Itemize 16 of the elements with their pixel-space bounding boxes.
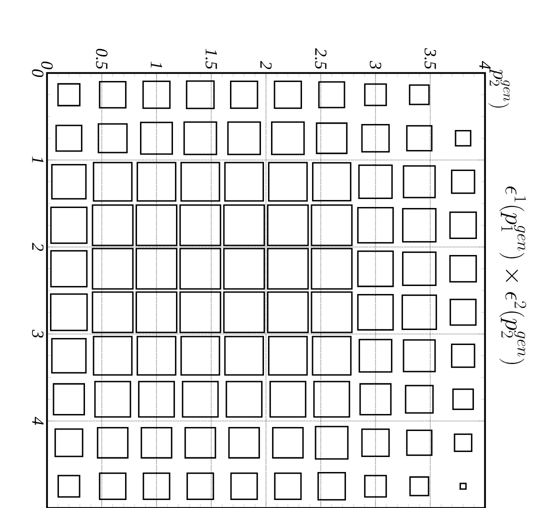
x-axis-title: $p_{2}^{gen})$	[488, 68, 510, 108]
x-tick-label: 3.5	[424, 48, 436, 69]
x-tick-label: 1	[150, 62, 162, 68]
y-tick-label: 2	[32, 242, 44, 251]
text: $\epsilon^{1}(p_{1}^{gen}) \times \epsilon^{2}(p_{2}^{gen})$	[499, 186, 526, 364]
y-tick-label: 1	[32, 156, 44, 162]
x-tick-label: 1.5	[206, 48, 217, 69]
x-tick-label: 0.5	[96, 48, 108, 69]
x-tick-label: 4	[479, 61, 491, 70]
x-tick-label: 2	[260, 60, 272, 70]
x-tick-label: 2.5	[315, 48, 327, 69]
y-tick-label: 3	[32, 330, 44, 338]
x-tick-label: 0	[41, 62, 53, 70]
y-tick-label: 0	[32, 69, 44, 78]
x-tick-label: 3	[370, 60, 382, 69]
y-tick-label: 4	[32, 416, 44, 425]
